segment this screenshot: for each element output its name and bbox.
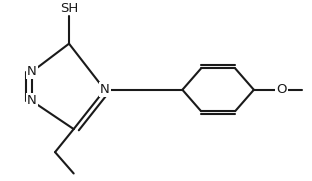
Text: N: N	[100, 83, 110, 96]
Text: SH: SH	[60, 2, 78, 15]
Text: N: N	[27, 65, 37, 78]
Text: O: O	[276, 83, 287, 96]
Text: N: N	[27, 94, 37, 107]
